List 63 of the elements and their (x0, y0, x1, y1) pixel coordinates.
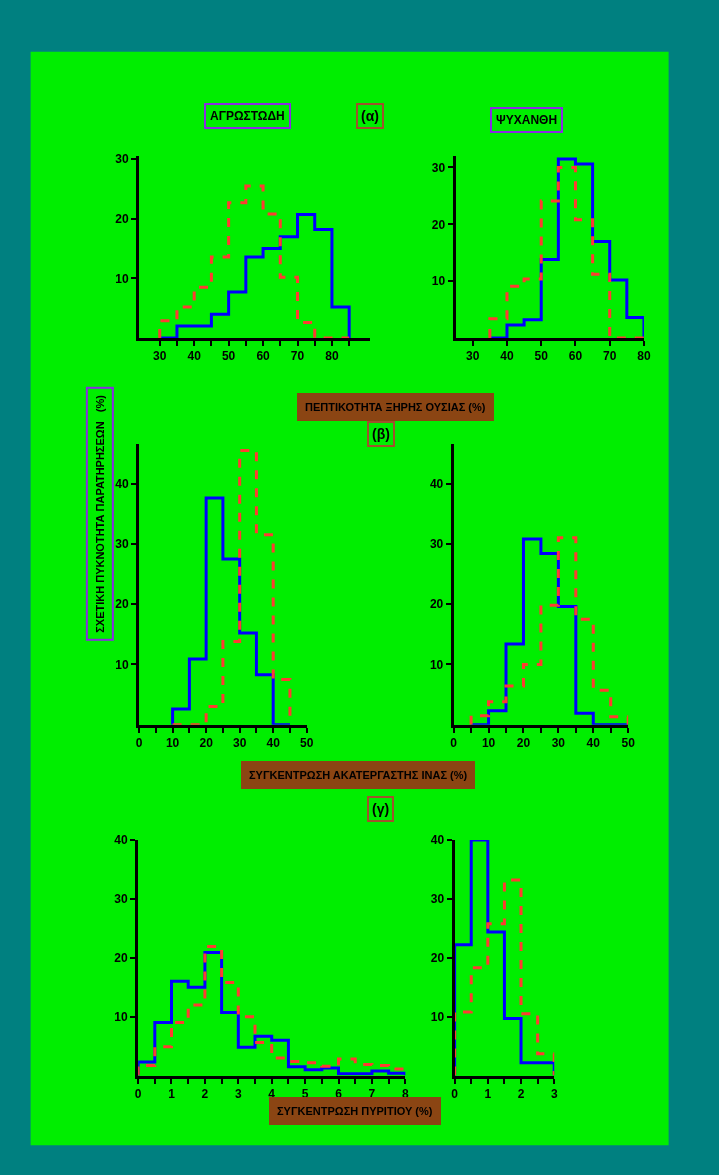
y-tick-label: 10 (431, 274, 446, 289)
x-tick-label: 0 (451, 1087, 459, 1101)
y-tick-label: 40 (114, 833, 129, 848)
x-tick-label: 30 (466, 349, 480, 364)
x-tick-label: 40 (500, 349, 514, 364)
x-axis-title: ΣΥΓΚΕΝΤΡΩΣΗ ΑΚΑΤΕΡΓΑΣΤΗΣ ΙΝΑΣ (%) (249, 769, 468, 781)
x-tick-label: 40 (266, 736, 281, 751)
x-tick-label: 50 (621, 736, 636, 751)
x-tick-label: 40 (586, 736, 601, 751)
x-tick-label: 70 (290, 349, 305, 364)
y-tick-label: 20 (429, 597, 444, 612)
x-tick-label: 0 (134, 1087, 142, 1101)
x-tick-label: 0 (135, 736, 143, 751)
y-tick-label: 40 (430, 833, 445, 848)
x-tick-label: 20 (199, 736, 214, 751)
y-axis-title: ΣΧΕΤΙΚΗ ΠΥΚΝΟΤΗΤΑ ΠΑΡΑΤΗΡΗΣΕΩΝ (%) (93, 394, 106, 633)
y-tick-label: 30 (431, 160, 446, 175)
y-tick-label: 30 (429, 537, 444, 552)
chart-title: ΨΥΧΑΝΘΗ (496, 113, 558, 127)
y-tick-label: 20 (115, 597, 129, 612)
chart-subtitle: (β) (372, 426, 390, 442)
chart-subtitle: (α) (361, 108, 379, 124)
x-tick-label: 0 (450, 736, 458, 751)
y-tick-label: 10 (430, 1009, 445, 1024)
x-tick-label: 1 (484, 1087, 492, 1101)
x-axis-title: ΣΥΓΚΕΝΤΡΩΣΗ ΠΥΡΙΤΙΟΥ (%) (277, 1105, 433, 1117)
y-tick-label: 40 (115, 476, 129, 491)
x-tick-label: 80 (637, 349, 651, 364)
x-tick-label: 10 (165, 736, 180, 751)
x-tick-label: 60 (256, 349, 271, 364)
y-tick-label: 10 (115, 271, 129, 286)
x-tick-label: 2 (517, 1087, 525, 1101)
x-tick-label: 30 (153, 349, 167, 364)
y-tick-label: 20 (114, 951, 129, 965)
x-tick-label: 2 (201, 1087, 209, 1101)
x-tick-label: 20 (516, 736, 531, 751)
y-tick-label: 30 (115, 152, 129, 167)
y-tick-label: 10 (114, 1009, 129, 1024)
x-tick-label: 50 (300, 736, 314, 751)
x-tick-label: 80 (325, 349, 339, 364)
x-tick-label: 50 (221, 349, 236, 364)
y-tick-label: 40 (429, 476, 444, 491)
x-tick-label: 3 (550, 1087, 558, 1101)
y-tick-label: 20 (430, 951, 445, 965)
x-tick-label: 30 (232, 736, 247, 751)
y-tick-label: 10 (115, 657, 129, 672)
x-tick-label: 50 (534, 349, 549, 364)
x-tick-label: 10 (481, 736, 496, 751)
y-tick-label: 30 (115, 537, 129, 552)
y-tick-label: 20 (431, 217, 446, 232)
y-tick-label: 20 (115, 211, 129, 226)
chart-subtitle: (γ) (372, 801, 390, 817)
x-tick-label: 40 (187, 349, 202, 364)
y-tick-label: 30 (430, 892, 445, 907)
x-axis-title: ΠΕΠΤΙΚΟΤΗΤΑ ΞΗΡΗΣ ΟΥΣΙΑΣ (%) (305, 401, 486, 413)
chart-title: ΑΓΡΩΣΤΩΔΗ (210, 109, 285, 123)
x-tick-label: 30 (551, 736, 566, 751)
y-tick-label: 10 (429, 657, 444, 672)
y-tick-label: 30 (114, 892, 129, 907)
x-tick-label: 3 (234, 1087, 242, 1101)
x-tick-label: 60 (568, 349, 583, 364)
x-tick-label: 1 (168, 1087, 176, 1101)
x-tick-label: 70 (603, 349, 617, 364)
